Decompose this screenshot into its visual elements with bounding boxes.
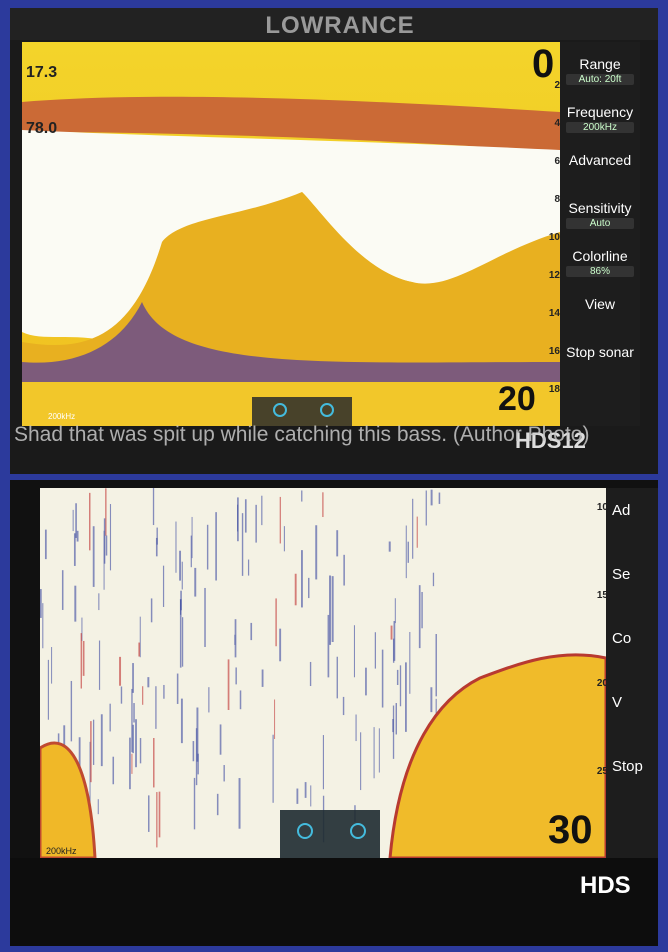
sonar-view — [22, 42, 560, 426]
menu-item[interactable]: Co — [606, 630, 658, 647]
model: HDS — [580, 872, 631, 900]
menu-value: 86% — [566, 266, 634, 277]
menu-item[interactable]: Stop — [606, 758, 658, 775]
menu-value: Auto: 20ft — [566, 74, 634, 85]
scale-bottom: 30 — [548, 808, 593, 853]
side-menu: Ad Se Co V Stop — [606, 488, 658, 858]
depth-tick: 14 — [549, 308, 560, 319]
brand: LOWRANCE — [250, 12, 430, 40]
caption: Shad that was spit up while catching thi… — [14, 424, 654, 446]
depth-tick: 10 — [549, 232, 560, 243]
scale-bottom: 20 — [498, 380, 536, 419]
temp-reading: 78.0 — [26, 120, 57, 138]
zoom-bar — [252, 397, 352, 426]
menu-item[interactable]: V — [606, 694, 658, 711]
menu-value: Auto — [566, 218, 634, 229]
page: LOWRANCE 17.3 78.0 0 20 200kHz 246810121… — [0, 0, 668, 952]
frequency: 200kHz — [46, 846, 77, 856]
bezel — [10, 858, 658, 946]
depth-tick: 12 — [549, 270, 560, 281]
menu-item[interactable]: View — [560, 296, 640, 312]
depth-tick: 16 — [549, 346, 560, 357]
depth-reading: 17.3 — [26, 64, 57, 82]
menu-item[interactable]: Se — [606, 566, 658, 583]
depth-tick: 18 — [549, 384, 560, 395]
sonar-view — [40, 488, 606, 858]
frequency: 200kHz — [48, 412, 75, 421]
menu-item[interactable]: Advanced — [560, 152, 640, 168]
menu-item[interactable]: Stop sonar — [560, 344, 640, 360]
menu-value: 200kHz — [566, 122, 634, 133]
menu-item[interactable]: Ad — [606, 502, 658, 519]
